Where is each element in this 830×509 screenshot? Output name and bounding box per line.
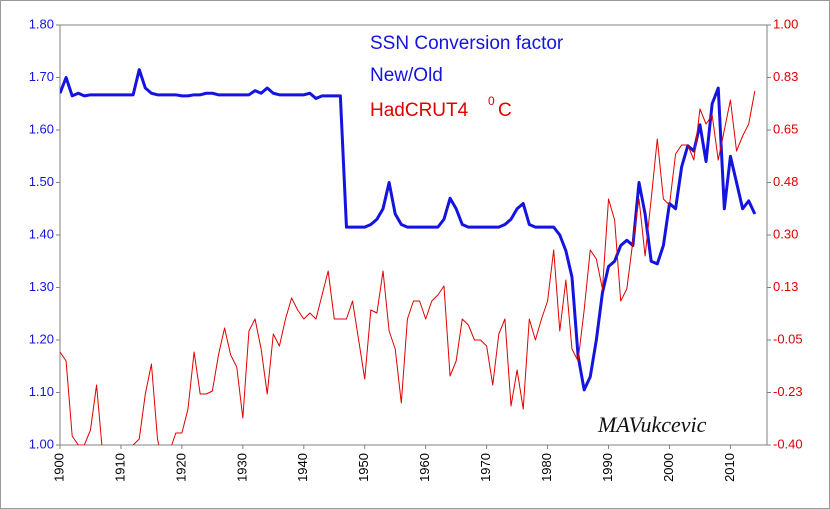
legend-label: HadCRUT4 <box>370 100 469 121</box>
x-tick-label: 1900 <box>51 453 66 482</box>
x-tick-label: 1940 <box>295 453 310 482</box>
y2-tick-label: 0.65 <box>773 121 798 136</box>
y-tick-label: 1.50 <box>29 174 54 189</box>
y-tick-label: 1.20 <box>29 331 54 346</box>
x-tick-label: 1970 <box>478 453 493 482</box>
x-tick-label: 1960 <box>417 453 432 482</box>
y-tick-label: 1.80 <box>29 16 54 31</box>
y2-tick-label: 1.00 <box>773 16 798 31</box>
x-tick-label: 1990 <box>600 453 615 482</box>
x-tick-label: 2000 <box>661 453 676 482</box>
unit: C <box>498 100 512 121</box>
y2-tick-label: -0.05 <box>773 331 803 346</box>
x-tick-label: 1910 <box>112 453 127 482</box>
x-tick-label: 1980 <box>539 453 554 482</box>
y-tick-label: 1.00 <box>29 436 54 451</box>
x-tick-label: 1930 <box>234 453 249 482</box>
y2-tick-label: 0.13 <box>773 279 798 294</box>
series-line <box>60 68 757 392</box>
superscript: 0 <box>488 94 495 108</box>
plot-area <box>59 24 768 446</box>
watermark: MAVukcevic <box>597 412 707 437</box>
y-tick-label: 1.10 <box>29 384 54 399</box>
y2-tick-label: -0.40 <box>773 436 803 451</box>
series-line <box>60 90 756 445</box>
x-tick-label: 2010 <box>722 453 737 482</box>
x-tick-label: 1950 <box>356 453 371 482</box>
y2-tick-label: -0.23 <box>773 384 803 399</box>
series-layer <box>60 68 757 445</box>
legend-label: New/Old <box>370 65 443 86</box>
y2-tick-label: 0.48 <box>773 174 798 189</box>
x-tick-label: 1920 <box>173 453 188 482</box>
y-tick-label: 1.60 <box>29 121 54 136</box>
legend-label: SSN Conversion factor <box>370 33 564 54</box>
y-tick-label: 1.40 <box>29 226 54 241</box>
y-tick-label: 1.30 <box>29 279 54 294</box>
y-tick-label: 1.70 <box>29 69 54 84</box>
y2-tick-label: 0.83 <box>773 69 798 84</box>
y2-tick-label: 0.30 <box>773 226 798 241</box>
